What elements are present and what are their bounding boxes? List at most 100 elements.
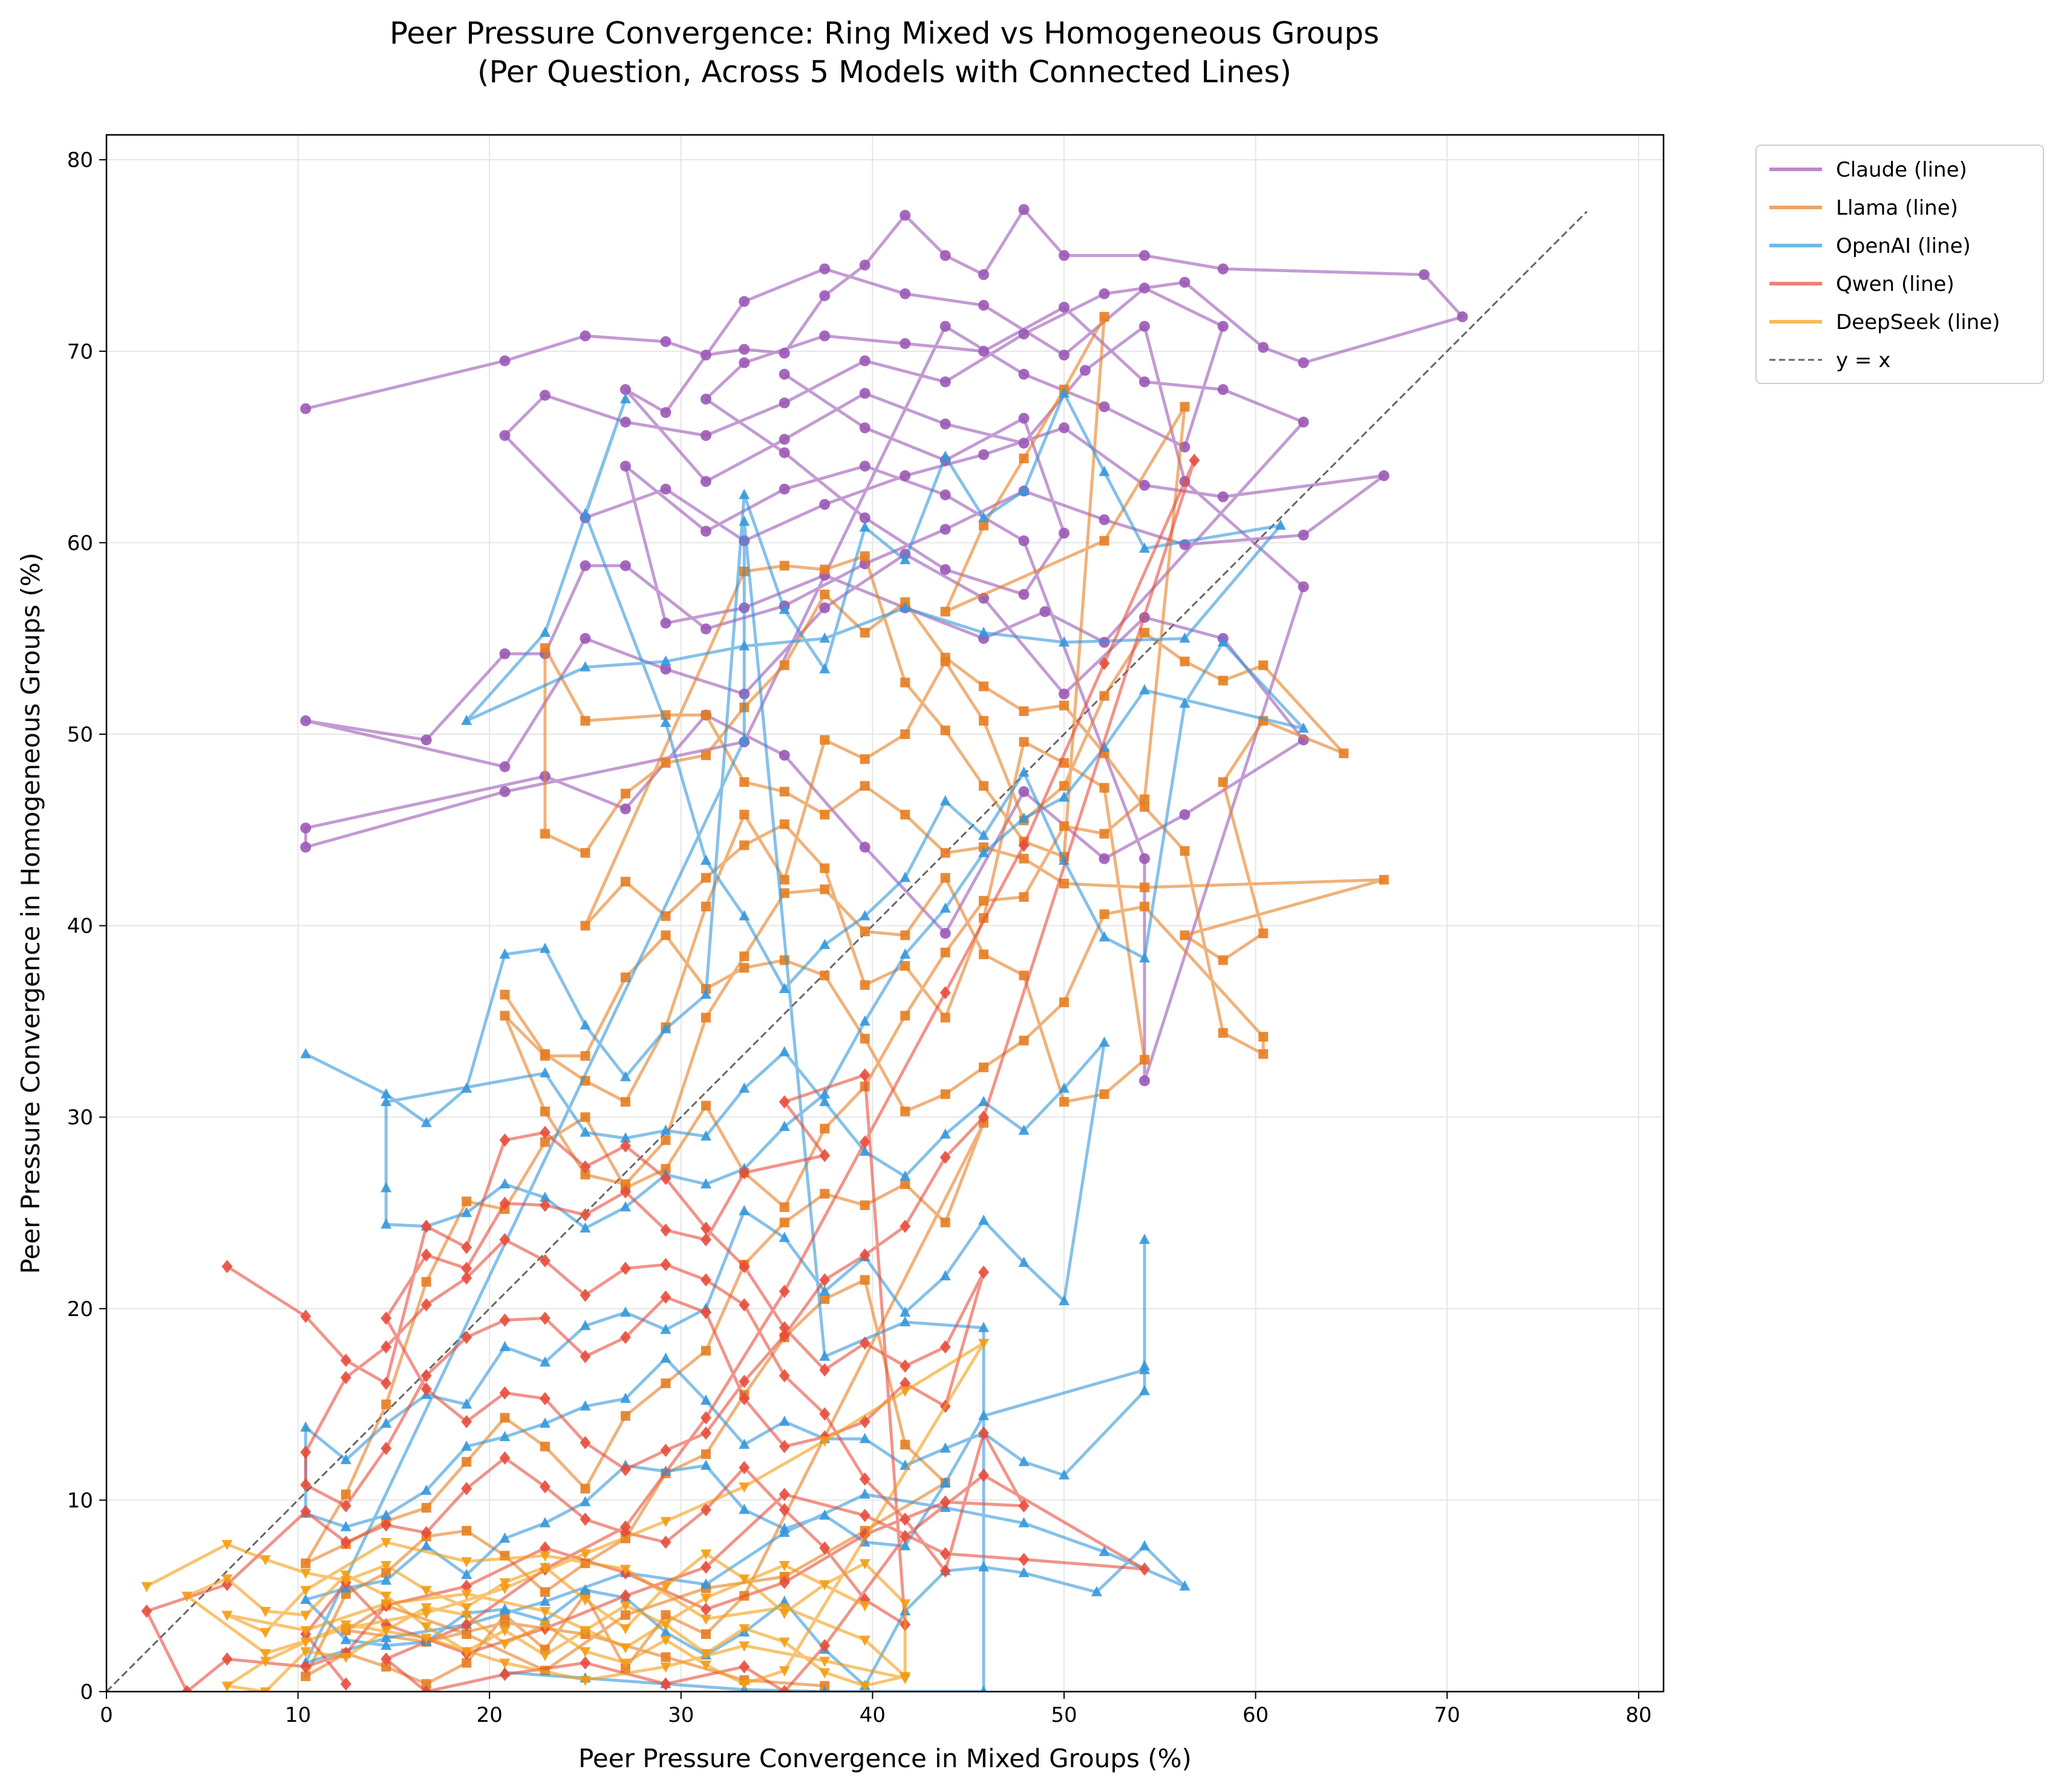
data-point-llama xyxy=(820,970,830,980)
data-point-qwen xyxy=(739,1660,750,1673)
data-point-deepseek xyxy=(461,1603,472,1614)
data-point-openai xyxy=(461,714,472,725)
data-point-openai xyxy=(540,627,551,637)
data-point-openai xyxy=(420,1484,432,1495)
data-point-claude xyxy=(900,338,911,350)
data-point-deepseek xyxy=(700,1549,711,1560)
data-point-deepseek xyxy=(700,1660,711,1671)
data-point-deepseek xyxy=(900,1599,911,1610)
data-point-openai xyxy=(739,910,750,920)
data-point-openai xyxy=(978,829,990,840)
data-point-claude xyxy=(859,422,870,434)
data-point-llama xyxy=(739,963,750,973)
data-point-llama xyxy=(621,789,630,799)
data-point-openai xyxy=(859,521,870,532)
data-point-openai xyxy=(900,1315,911,1326)
data-series xyxy=(141,204,1468,1692)
data-point-deepseek xyxy=(141,1582,152,1592)
data-point-openai xyxy=(1059,387,1070,398)
legend-label: y = x xyxy=(1836,348,1890,373)
data-point-qwen xyxy=(819,1639,831,1653)
data-point-llama xyxy=(500,1413,510,1423)
data-point-qwen xyxy=(978,1426,990,1440)
data-point-claude xyxy=(1018,588,1030,600)
series-line-qwen xyxy=(145,458,1196,1692)
data-point-openai xyxy=(380,1088,392,1099)
data-point-llama xyxy=(580,1170,590,1180)
data-point-claude xyxy=(1378,470,1390,481)
data-point-deepseek xyxy=(819,1668,831,1679)
x-tick-label: 70 xyxy=(1434,1703,1460,1727)
data-point-qwen xyxy=(700,1233,711,1246)
data-point-openai xyxy=(499,1341,511,1352)
data-point-openai xyxy=(1018,812,1030,823)
data-point-claude xyxy=(819,499,831,510)
data-point-deepseek xyxy=(260,1555,271,1566)
data-point-openai xyxy=(580,1400,591,1411)
data-point-claude xyxy=(1018,412,1030,424)
data-point-qwen xyxy=(739,1392,750,1406)
data-point-openai xyxy=(420,1116,432,1127)
data-point-openai xyxy=(340,1453,351,1464)
data-point-qwen xyxy=(978,1468,990,1482)
data-point-deepseek xyxy=(739,1482,750,1493)
data-point-deepseek xyxy=(499,1578,511,1589)
data-point-qwen xyxy=(300,1478,312,1492)
data-point-llama xyxy=(900,809,910,819)
data-point-deepseek xyxy=(580,1676,591,1687)
data-point-claude xyxy=(779,483,790,495)
data-point-openai xyxy=(978,1561,990,1572)
data-point-openai xyxy=(819,632,831,643)
data-point-llama xyxy=(739,951,750,962)
data-point-claude xyxy=(1099,288,1110,299)
data-point-deepseek xyxy=(700,1593,711,1604)
data-point-llama xyxy=(779,888,789,898)
data-point-llama xyxy=(1059,1096,1070,1107)
data-point-claude xyxy=(1298,416,1309,428)
data-point-llama xyxy=(661,1135,671,1145)
y-axis-label: Peer Pressure Convergence in Homogeneous… xyxy=(16,553,45,1274)
data-point-openai xyxy=(580,1496,591,1507)
data-point-claude xyxy=(978,449,990,460)
data-point-claude xyxy=(1018,437,1030,449)
data-point-llama xyxy=(661,1378,671,1389)
data-point-qwen xyxy=(978,1265,990,1279)
data-point-openai xyxy=(739,489,750,500)
data-point-claude xyxy=(580,330,591,342)
axis-ticks: 0 10 20 30 40 50 60 70 80 0 10 20 30 40 50 60 70 80 xyxy=(67,148,1652,1727)
data-point-openai xyxy=(978,627,990,637)
data-point-deepseek xyxy=(340,1624,351,1635)
data-point-qwen xyxy=(420,1526,432,1540)
data-point-qwen xyxy=(461,1240,472,1254)
data-point-llama xyxy=(739,777,750,787)
data-point-openai xyxy=(540,1356,551,1367)
data-point-llama xyxy=(900,729,910,739)
data-point-deepseek xyxy=(580,1647,591,1658)
data-point-qwen xyxy=(221,1260,233,1274)
data-point-llama xyxy=(381,1661,391,1672)
data-point-deepseek xyxy=(739,1574,750,1585)
data-point-openai xyxy=(978,1410,990,1421)
data-point-llama xyxy=(540,1587,550,1597)
series-line-deepseek xyxy=(146,1341,985,1692)
data-point-claude xyxy=(1059,250,1070,261)
data-point-openai xyxy=(380,1218,392,1229)
data-point-qwen xyxy=(859,1248,870,1262)
data-point-openai xyxy=(499,948,511,959)
data-point-openai xyxy=(1099,466,1110,477)
data-point-deepseek xyxy=(900,1672,911,1683)
data-point-llama xyxy=(1099,829,1109,839)
data-point-claude xyxy=(739,296,750,307)
data-point-deepseek xyxy=(819,1436,831,1447)
data-point-llama xyxy=(500,1618,510,1628)
data-point-llama xyxy=(500,1011,510,1021)
data-point-claude xyxy=(939,419,951,430)
data-point-claude xyxy=(1217,321,1229,332)
data-point-llama xyxy=(1019,892,1029,902)
data-point-llama xyxy=(940,1217,950,1228)
data-point-openai xyxy=(380,1632,392,1643)
data-point-llama xyxy=(1059,700,1070,711)
data-point-claude xyxy=(819,602,831,614)
data-point-deepseek xyxy=(900,1386,911,1397)
data-point-llama xyxy=(739,809,750,819)
